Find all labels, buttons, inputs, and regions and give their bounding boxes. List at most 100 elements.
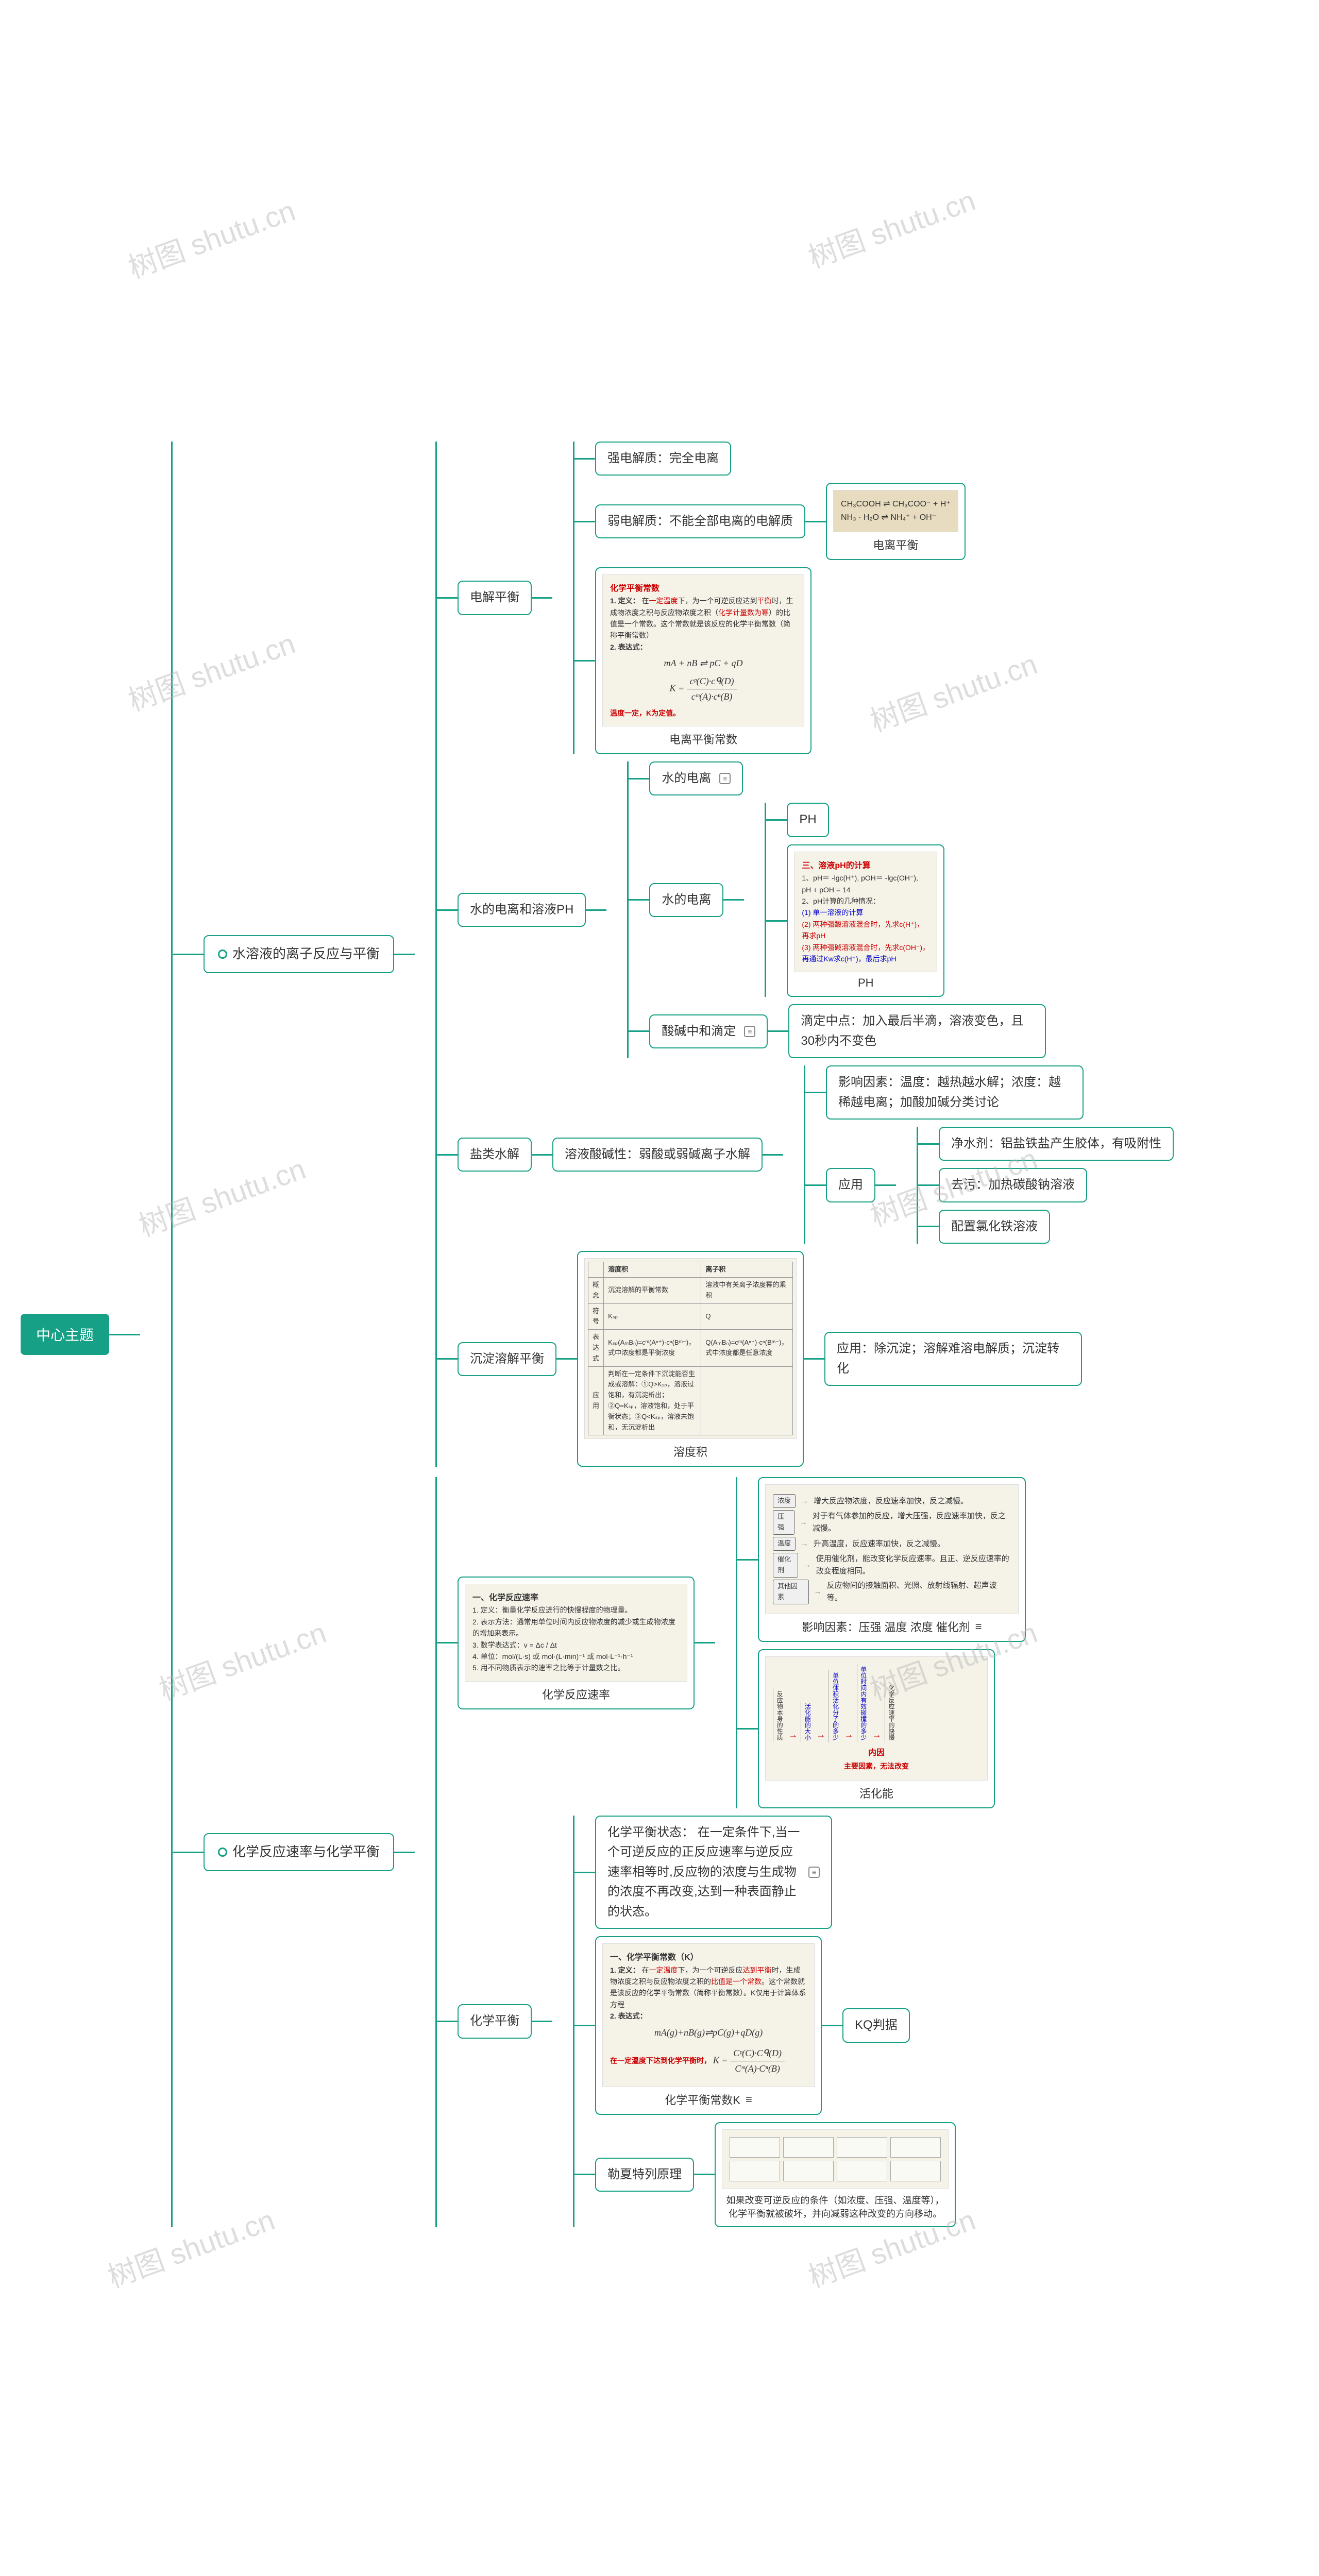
img-ph-calc: 三、溶液pH的计算 1、pH＝ -lgc(H⁺), pOH＝ -lgc(OH⁻)… — [794, 852, 937, 973]
node-precipitation[interactable]: 沉淀溶解平衡 — [458, 1342, 556, 1376]
sub-hydrolysis: 盐类水解 溶液酸碱性：弱酸或弱碱离子水解 — [437, 1065, 1174, 1244]
rate-eq-row: 化学反应速率与化学平衡 一、化学反应速率 1. 定义：衡量化学反应进行的快慢程度… — [204, 1477, 1026, 2227]
conn-line — [875, 1184, 896, 1186]
node-endpoint[interactable]: 滴定中点：加入最后半滴，溶液变色，且30秒内不变色 — [788, 1004, 1046, 1058]
note-icon[interactable]: ≡ — [744, 1026, 755, 1037]
node-weak-electrolyte[interactable]: 弱电解质：不能全部电离的电解质 — [595, 504, 805, 538]
strong-label: 强电解质：完全电离 — [607, 449, 719, 468]
sub-line — [918, 1143, 939, 1145]
activation-cols: 反应物本身的性质→活化能的大小→单位体积活化分子的多少→单位时间内有效碰撞的多少… — [773, 1664, 980, 1742]
sub-line — [437, 1154, 458, 1156]
node-water-ionization[interactable]: 水的电离 ≡ — [649, 761, 743, 795]
sub-line — [737, 1728, 758, 1730]
caption-keq: 电离平衡常数 — [669, 731, 737, 747]
conn-line — [763, 1154, 783, 1156]
node-hydrolysis[interactable]: 盐类水解 — [458, 1138, 532, 1172]
sub-line — [437, 2021, 458, 2022]
sub-line — [437, 909, 458, 911]
sub-line — [629, 778, 649, 779]
card-activation[interactable]: 反应物本身的性质→活化能的大小→单位体积活化分子的多少→单位时间内有效碰撞的多少… — [758, 1649, 995, 1808]
note-icon[interactable]: ≡ — [719, 773, 731, 784]
conn-line — [804, 1358, 824, 1360]
bullet-icon — [218, 950, 227, 959]
ksp-table: 溶度积离子积概念沉淀溶解的平衡常数溶液中有关离子浓度幂的乘积符号KₛₚQ表达式K… — [588, 1262, 793, 1435]
rate-title: 一、化学反应速率 — [472, 1591, 680, 1605]
note-icon[interactable]: ≡ — [808, 1867, 820, 1878]
node-hydrolysis-factors[interactable]: 影响因素：温度：越热越水解；浓度：越稀越电离；加酸加碱分类讨论 — [826, 1065, 1084, 1120]
node-lechatelier[interactable]: 勒夏特列原理 — [595, 2158, 694, 2192]
ionization-label: 电解平衡 — [470, 588, 519, 607]
card-ksp[interactable]: 溶度积离子积概念沉淀溶解的平衡常数溶液中有关离子浓度幂的乘积符号KₛₚQ表达式K… — [577, 1251, 804, 1467]
sub-line — [574, 521, 595, 522]
note-icon[interactable]: ≡ — [975, 1620, 982, 1633]
sub-line — [805, 1184, 826, 1186]
node-aqueous[interactable]: 水溶液的离子反应与平衡 — [204, 935, 394, 973]
root-node[interactable]: 中心主题 — [21, 1314, 109, 1355]
card-rate[interactable]: 一、化学反应速率 1. 定义：衡量化学反应进行的快慢程度的物理量。2. 表示方法… — [458, 1577, 695, 1709]
mind-map-root: 中心主题 水溶液的离子反应与平衡 电解平衡 — [21, 21, 1298, 2576]
node-ionization[interactable]: 电解平衡 — [458, 581, 532, 615]
caption-rate-factors: 影响因素：压强 温度 浓度 催化剂 ≡ — [802, 1618, 982, 1635]
lechat-label: 勒夏特列原理 — [607, 2165, 682, 2184]
endpoint-label: 滴定中点：加入最后半滴，溶液变色，且30秒内不变色 — [801, 1011, 1034, 1051]
img-rate: 一、化学反应速率 1. 定义：衡量化学反应进行的快慢程度的物理量。2. 表示方法… — [465, 1584, 687, 1682]
k-formula: K = Cᵖ(C)·Cᑫ(D) Cᵐ(A)·Cⁿ(B) — [713, 2046, 785, 2076]
sub-line — [574, 2174, 595, 2175]
sub-line — [574, 660, 595, 662]
branch-aqueous: 水溶液的离子反应与平衡 电解平衡 — [173, 442, 1174, 1467]
hydrolysis-label: 盐类水解 — [470, 1145, 519, 1164]
sub-line — [574, 1872, 595, 1873]
caption-activation: 活化能 — [859, 1785, 893, 1801]
node-titration[interactable]: 酸碱中和滴定 ≡ — [649, 1014, 768, 1048]
img-k: 一、化学平衡常数（K） 1. 定义： 在一定温度下，为一个可逆反应达到平衡时，生… — [602, 1943, 815, 2087]
card-k[interactable]: 一、化学平衡常数（K） 1. 定义： 在一定温度下，为一个可逆反应达到平衡时，生… — [595, 1936, 822, 2115]
water-ion2-label: 水的电离 — [662, 890, 711, 910]
node-app-clean[interactable]: 去污：加热碳酸钠溶液 — [939, 1168, 1087, 1202]
water-ph-children: 水的电离 ≡ 水的电离 — [627, 761, 1046, 1058]
water-ion-label: 水的电离 — [662, 769, 711, 788]
card-lechatelier[interactable]: 如果改变可逆反应的条件（如浓度、压强、温度等），化学平衡就被破坏，并向减弱这种改… — [715, 2122, 956, 2227]
ksp-app-label: 应用：除沉淀；溶解难溶电解质；沉淀转化 — [837, 1339, 1070, 1379]
caption-k: 化学平衡常数K ≡ — [665, 2091, 752, 2108]
node-acid-base[interactable]: 溶液酸碱性：弱酸或弱碱离子水解 — [552, 1138, 763, 1172]
img-keq: 化学平衡常数 1. 定义： 在一定温度下，为一个可逆反应达到平衡时，生成物浓度之… — [602, 574, 804, 726]
node-app-fecl3[interactable]: 配置氯化铁溶液 — [939, 1210, 1050, 1244]
sub-line — [629, 1030, 649, 1032]
node-equilibrium[interactable]: 化学平衡 — [458, 2004, 532, 2038]
conn-line — [805, 521, 826, 522]
card-keq[interactable]: 化学平衡常数 1. 定义： 在一定温度下，为一个可逆反应达到平衡时，生成物浓度之… — [595, 567, 811, 754]
water-ph-label: 水的电离和溶液PH — [470, 900, 573, 920]
node-strong-electrolyte[interactable]: 强电解质：完全电离 — [595, 442, 731, 476]
node-applications[interactable]: 应用 — [826, 1168, 875, 1202]
titration-label: 酸碱中和滴定 — [662, 1022, 736, 1041]
node-eq-state[interactable]: 化学平衡状态： 在一定条件下,当一个可逆反应的正反应速率与逆反应速率相等时,反应… — [595, 1816, 832, 1929]
aqueous-children: 电解平衡 强电解质：完全电离 — [435, 442, 1174, 1467]
k-defn-text: 在一定温度下，为一个可逆反应达到平衡时，生成物浓度之积与反应物浓度之积的比值是一… — [610, 1966, 806, 2009]
rate-eq-label: 化学反应速率与化学平衡 — [232, 1841, 380, 1863]
sub-rate: 一、化学反应速率 1. 定义：衡量化学反应进行的快慢程度的物理量。2. 表示方法… — [437, 1477, 1026, 1808]
sub-line — [437, 1358, 458, 1360]
node-water-ionization-2[interactable]: 水的电离 — [649, 883, 723, 917]
node-ksp-app[interactable]: 应用：除沉淀；溶解难溶电解质；沉淀转化 — [824, 1332, 1082, 1386]
card-ionization-eq[interactable]: CH₃COOH ⇌ CH₃COO⁻ + H⁺ NH₃ · H₂O ⇌ NH₄⁺ … — [826, 483, 966, 560]
node-ph[interactable]: PH — [787, 803, 828, 837]
node-app-purify[interactable]: 净水剂：铝盐铁盐产生胶体，有吸附性 — [939, 1127, 1174, 1161]
sub-line — [629, 899, 649, 901]
card-rate-factors[interactable]: 浓度→增大反应物浓度，反应速率加快，反之减慢。压强→对于有气体参加的反应，增大压… — [758, 1477, 1026, 1642]
bullet-icon — [218, 1848, 227, 1857]
app3-label: 配置氯化铁溶液 — [951, 1217, 1038, 1236]
card-ph-calc[interactable]: 三、溶液pH的计算 1、pH＝ -lgc(H⁺), pOH＝ -lgc(OH⁻)… — [787, 844, 944, 997]
node-water-ph[interactable]: 水的电离和溶液PH — [458, 893, 586, 927]
ph-calc-title: 三、溶液pH的计算 — [802, 859, 929, 873]
note-icon[interactable]: ≡ — [746, 2093, 752, 2106]
rate-eq-children: 一、化学反应速率 1. 定义：衡量化学反应进行的快慢程度的物理量。2. 表示方法… — [435, 1477, 1026, 2227]
node-kq[interactable]: KQ判据 — [842, 2008, 910, 2042]
rate-factors-list: 浓度→增大反应物浓度，反应速率加快，反之减慢。压强→对于有气体参加的反应，增大压… — [773, 1494, 1011, 1604]
keq-reaction: mA + nB ⇌ pC + qD — [610, 656, 797, 671]
activation-footer-red: 内因 — [868, 1749, 885, 1757]
k-defn-label: 1. 定义： — [610, 1966, 640, 1974]
rate-lines: 1. 定义：衡量化学反应进行的快慢程度的物理量。2. 表示方法：通常用单位时间内… — [472, 1604, 680, 1673]
keq-footer: 温度一定，K为定值。 — [610, 707, 797, 719]
node-rate-eq[interactable]: 化学反应速率与化学平衡 — [204, 1833, 394, 1871]
weak-label: 弱电解质：不能全部电离的电解质 — [607, 512, 793, 531]
